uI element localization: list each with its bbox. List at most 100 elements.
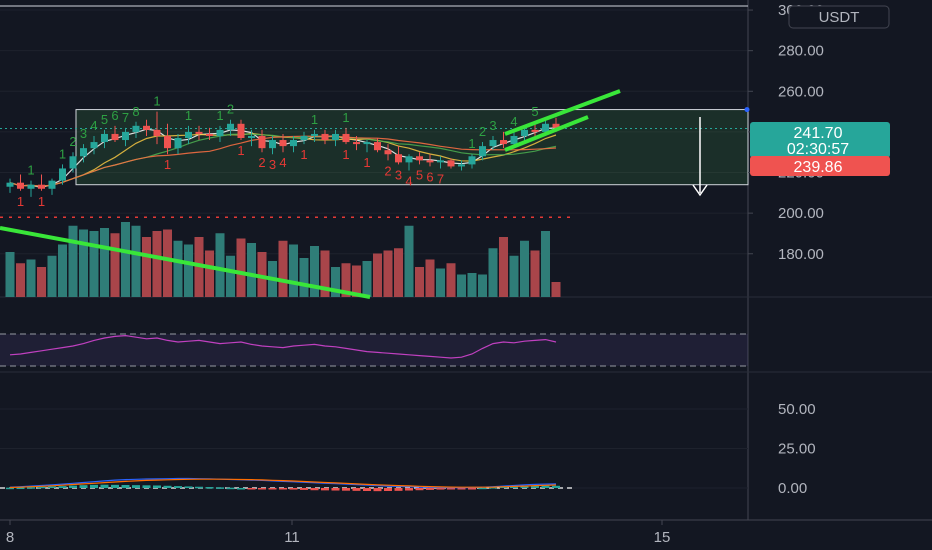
candle-body[interactable] <box>437 160 444 163</box>
candle-body[interactable] <box>185 131 192 138</box>
price-axis[interactable]: 300.00280.00260.00240.00220.00200.00180.… <box>744 2 824 497</box>
candle-body[interactable] <box>17 182 24 189</box>
candle-body[interactable] <box>521 129 528 136</box>
candle-body[interactable] <box>426 160 434 163</box>
td-count-up: 1 <box>311 112 318 127</box>
candle-body[interactable] <box>447 160 455 167</box>
candle-body[interactable] <box>311 133 318 136</box>
candle-body[interactable] <box>237 123 245 138</box>
trendline-down[interactable] <box>0 226 371 299</box>
candle-body[interactable] <box>248 135 255 138</box>
candle-body[interactable] <box>321 133 329 141</box>
macd-histogram-bar <box>216 487 224 489</box>
candle-body[interactable] <box>552 123 560 128</box>
volume-bar <box>215 233 225 297</box>
candlesticks[interactable] <box>6 111 560 197</box>
candle-body[interactable] <box>363 142 371 145</box>
volume-bar <box>331 267 340 297</box>
macd-histogram-bar <box>90 484 98 488</box>
bar-countdown: 02:30:57 <box>787 141 849 158</box>
trendline-up-upper[interactable] <box>504 89 621 136</box>
user-drawings[interactable] <box>0 89 708 299</box>
macd-histogram-bar <box>195 486 203 489</box>
candle-body[interactable] <box>195 131 203 134</box>
macd-histogram-bar <box>279 488 287 490</box>
td-count-down: 1 <box>38 194 45 209</box>
macd-histogram-bar <box>258 488 266 490</box>
candle-body[interactable] <box>122 131 129 141</box>
macd-histogram-bar <box>48 486 56 488</box>
volume-bar <box>541 231 550 297</box>
candle-body[interactable] <box>258 135 266 149</box>
candle-body[interactable] <box>111 133 119 141</box>
candle-body[interactable] <box>279 140 287 147</box>
candle-body[interactable] <box>38 184 45 189</box>
candle-body[interactable] <box>90 142 98 149</box>
candle-body[interactable] <box>531 129 539 132</box>
currency-badge[interactable] <box>788 5 890 29</box>
macd-histogram-bar <box>300 488 308 490</box>
candle-body[interactable] <box>300 135 308 141</box>
td-count-up: 1 <box>153 94 160 109</box>
candle-body[interactable] <box>374 142 381 151</box>
td-count-down: 1 <box>300 147 307 162</box>
td-count-down: 4 <box>405 173 412 188</box>
candle-body[interactable] <box>384 150 392 155</box>
candle-body[interactable] <box>489 140 497 147</box>
candle-body[interactable] <box>405 156 413 163</box>
trendline-up-lower[interactable] <box>504 115 589 152</box>
candle-body[interactable] <box>6 182 14 187</box>
candle-body[interactable] <box>80 148 87 157</box>
candle-body[interactable] <box>132 125 140 132</box>
candle-body[interactable] <box>542 123 549 132</box>
macd-histogram-bar <box>58 486 67 488</box>
candle-body[interactable] <box>416 156 423 161</box>
candle-body[interactable] <box>500 140 507 145</box>
td-count-down: 3 <box>395 167 402 182</box>
td-count-up: 3 <box>80 126 87 141</box>
candle-body[interactable] <box>342 133 350 143</box>
candle-body[interactable] <box>48 180 56 189</box>
candle-body[interactable] <box>153 129 161 136</box>
candle-body[interactable] <box>353 142 360 145</box>
candle-body[interactable] <box>27 184 35 189</box>
volume-bar <box>16 263 25 297</box>
candle-body[interactable] <box>206 133 213 136</box>
volume-bar <box>226 255 235 297</box>
candle-body[interactable] <box>395 154 402 163</box>
candle-body[interactable] <box>332 133 339 141</box>
price-tick-label: 280.00 <box>778 43 824 60</box>
candle-body[interactable] <box>164 135 171 149</box>
time-axis[interactable]: 8 11 15 <box>6 520 671 546</box>
candle-body[interactable] <box>458 164 465 167</box>
candle-body[interactable] <box>174 138 182 149</box>
candle-body[interactable] <box>101 133 108 143</box>
td-count-down: 6 <box>426 169 433 184</box>
td-count-down: 1 <box>342 147 349 162</box>
candle-body[interactable] <box>69 156 77 169</box>
candle-body[interactable] <box>510 135 518 145</box>
volume-bar <box>425 259 435 297</box>
candle-body[interactable] <box>269 140 276 149</box>
volume-bar <box>257 252 267 297</box>
td-count-up: 2 <box>479 124 486 139</box>
candle-body[interactable] <box>143 125 150 130</box>
candle-body[interactable] <box>468 156 476 165</box>
candle-body[interactable] <box>290 140 297 147</box>
macd-histogram-bar <box>37 486 46 489</box>
indicator-overlays <box>0 109 749 218</box>
volume-bar <box>100 228 109 297</box>
macd-tick-label: 0.00 <box>778 480 807 497</box>
macd-histogram-bar <box>247 488 256 490</box>
volume-bar <box>436 268 445 297</box>
macd-histogram-bar <box>111 484 119 488</box>
macd-histogram-bar <box>541 485 550 488</box>
candle-body[interactable] <box>216 129 224 136</box>
volume-bar <box>5 252 15 297</box>
candle-body[interactable] <box>59 168 66 181</box>
volume-bar <box>446 263 456 297</box>
secondary-price-value: 239.86 <box>794 159 843 176</box>
candle-body[interactable] <box>227 123 234 130</box>
candle-body[interactable] <box>479 146 486 157</box>
